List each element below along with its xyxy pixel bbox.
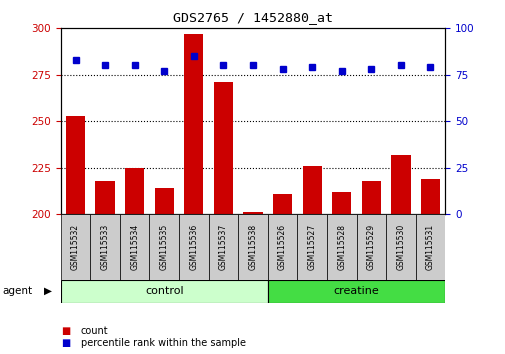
- Text: ■: ■: [61, 326, 70, 336]
- Text: GSM115534: GSM115534: [130, 224, 139, 270]
- Text: GSM115528: GSM115528: [336, 224, 345, 270]
- Bar: [95, 181, 115, 214]
- Bar: [208, 214, 238, 280]
- Bar: [415, 214, 444, 280]
- Bar: [361, 181, 380, 214]
- Bar: [179, 214, 208, 280]
- Text: GSM115536: GSM115536: [189, 224, 198, 270]
- Text: GSM115532: GSM115532: [71, 224, 80, 270]
- Text: ■: ■: [61, 338, 70, 348]
- Bar: [272, 194, 291, 214]
- Bar: [155, 188, 174, 214]
- Text: GSM115533: GSM115533: [100, 224, 110, 270]
- Bar: [267, 214, 297, 280]
- Bar: [390, 155, 410, 214]
- Bar: [331, 192, 350, 214]
- Bar: [90, 214, 120, 280]
- Text: GSM115529: GSM115529: [366, 224, 375, 270]
- Bar: [385, 214, 415, 280]
- Bar: [326, 214, 356, 280]
- Bar: [61, 214, 90, 280]
- Bar: [302, 166, 321, 214]
- Text: control: control: [144, 286, 183, 296]
- Text: ▶: ▶: [44, 286, 52, 296]
- Text: GSM115538: GSM115538: [248, 224, 257, 270]
- Text: GSM115526: GSM115526: [278, 224, 286, 270]
- Bar: [420, 179, 439, 214]
- Text: GSM115531: GSM115531: [425, 224, 434, 270]
- Bar: [125, 168, 144, 214]
- Text: GDS2765 / 1452880_at: GDS2765 / 1452880_at: [173, 11, 332, 24]
- Text: creatine: creatine: [333, 286, 379, 296]
- Text: GSM115535: GSM115535: [160, 224, 169, 270]
- Bar: [238, 214, 267, 280]
- Text: count: count: [81, 326, 109, 336]
- Bar: [184, 34, 203, 214]
- Bar: [297, 214, 326, 280]
- Bar: [267, 280, 444, 303]
- Bar: [243, 212, 262, 214]
- Text: GSM115527: GSM115527: [307, 224, 316, 270]
- Bar: [149, 214, 179, 280]
- Text: agent: agent: [3, 286, 33, 296]
- Bar: [66, 116, 85, 214]
- Text: percentile rank within the sample: percentile rank within the sample: [81, 338, 245, 348]
- Bar: [356, 214, 385, 280]
- Bar: [61, 280, 267, 303]
- Bar: [120, 214, 149, 280]
- Text: GSM115537: GSM115537: [219, 224, 227, 270]
- Text: GSM115530: GSM115530: [395, 224, 405, 270]
- Bar: [214, 82, 233, 214]
